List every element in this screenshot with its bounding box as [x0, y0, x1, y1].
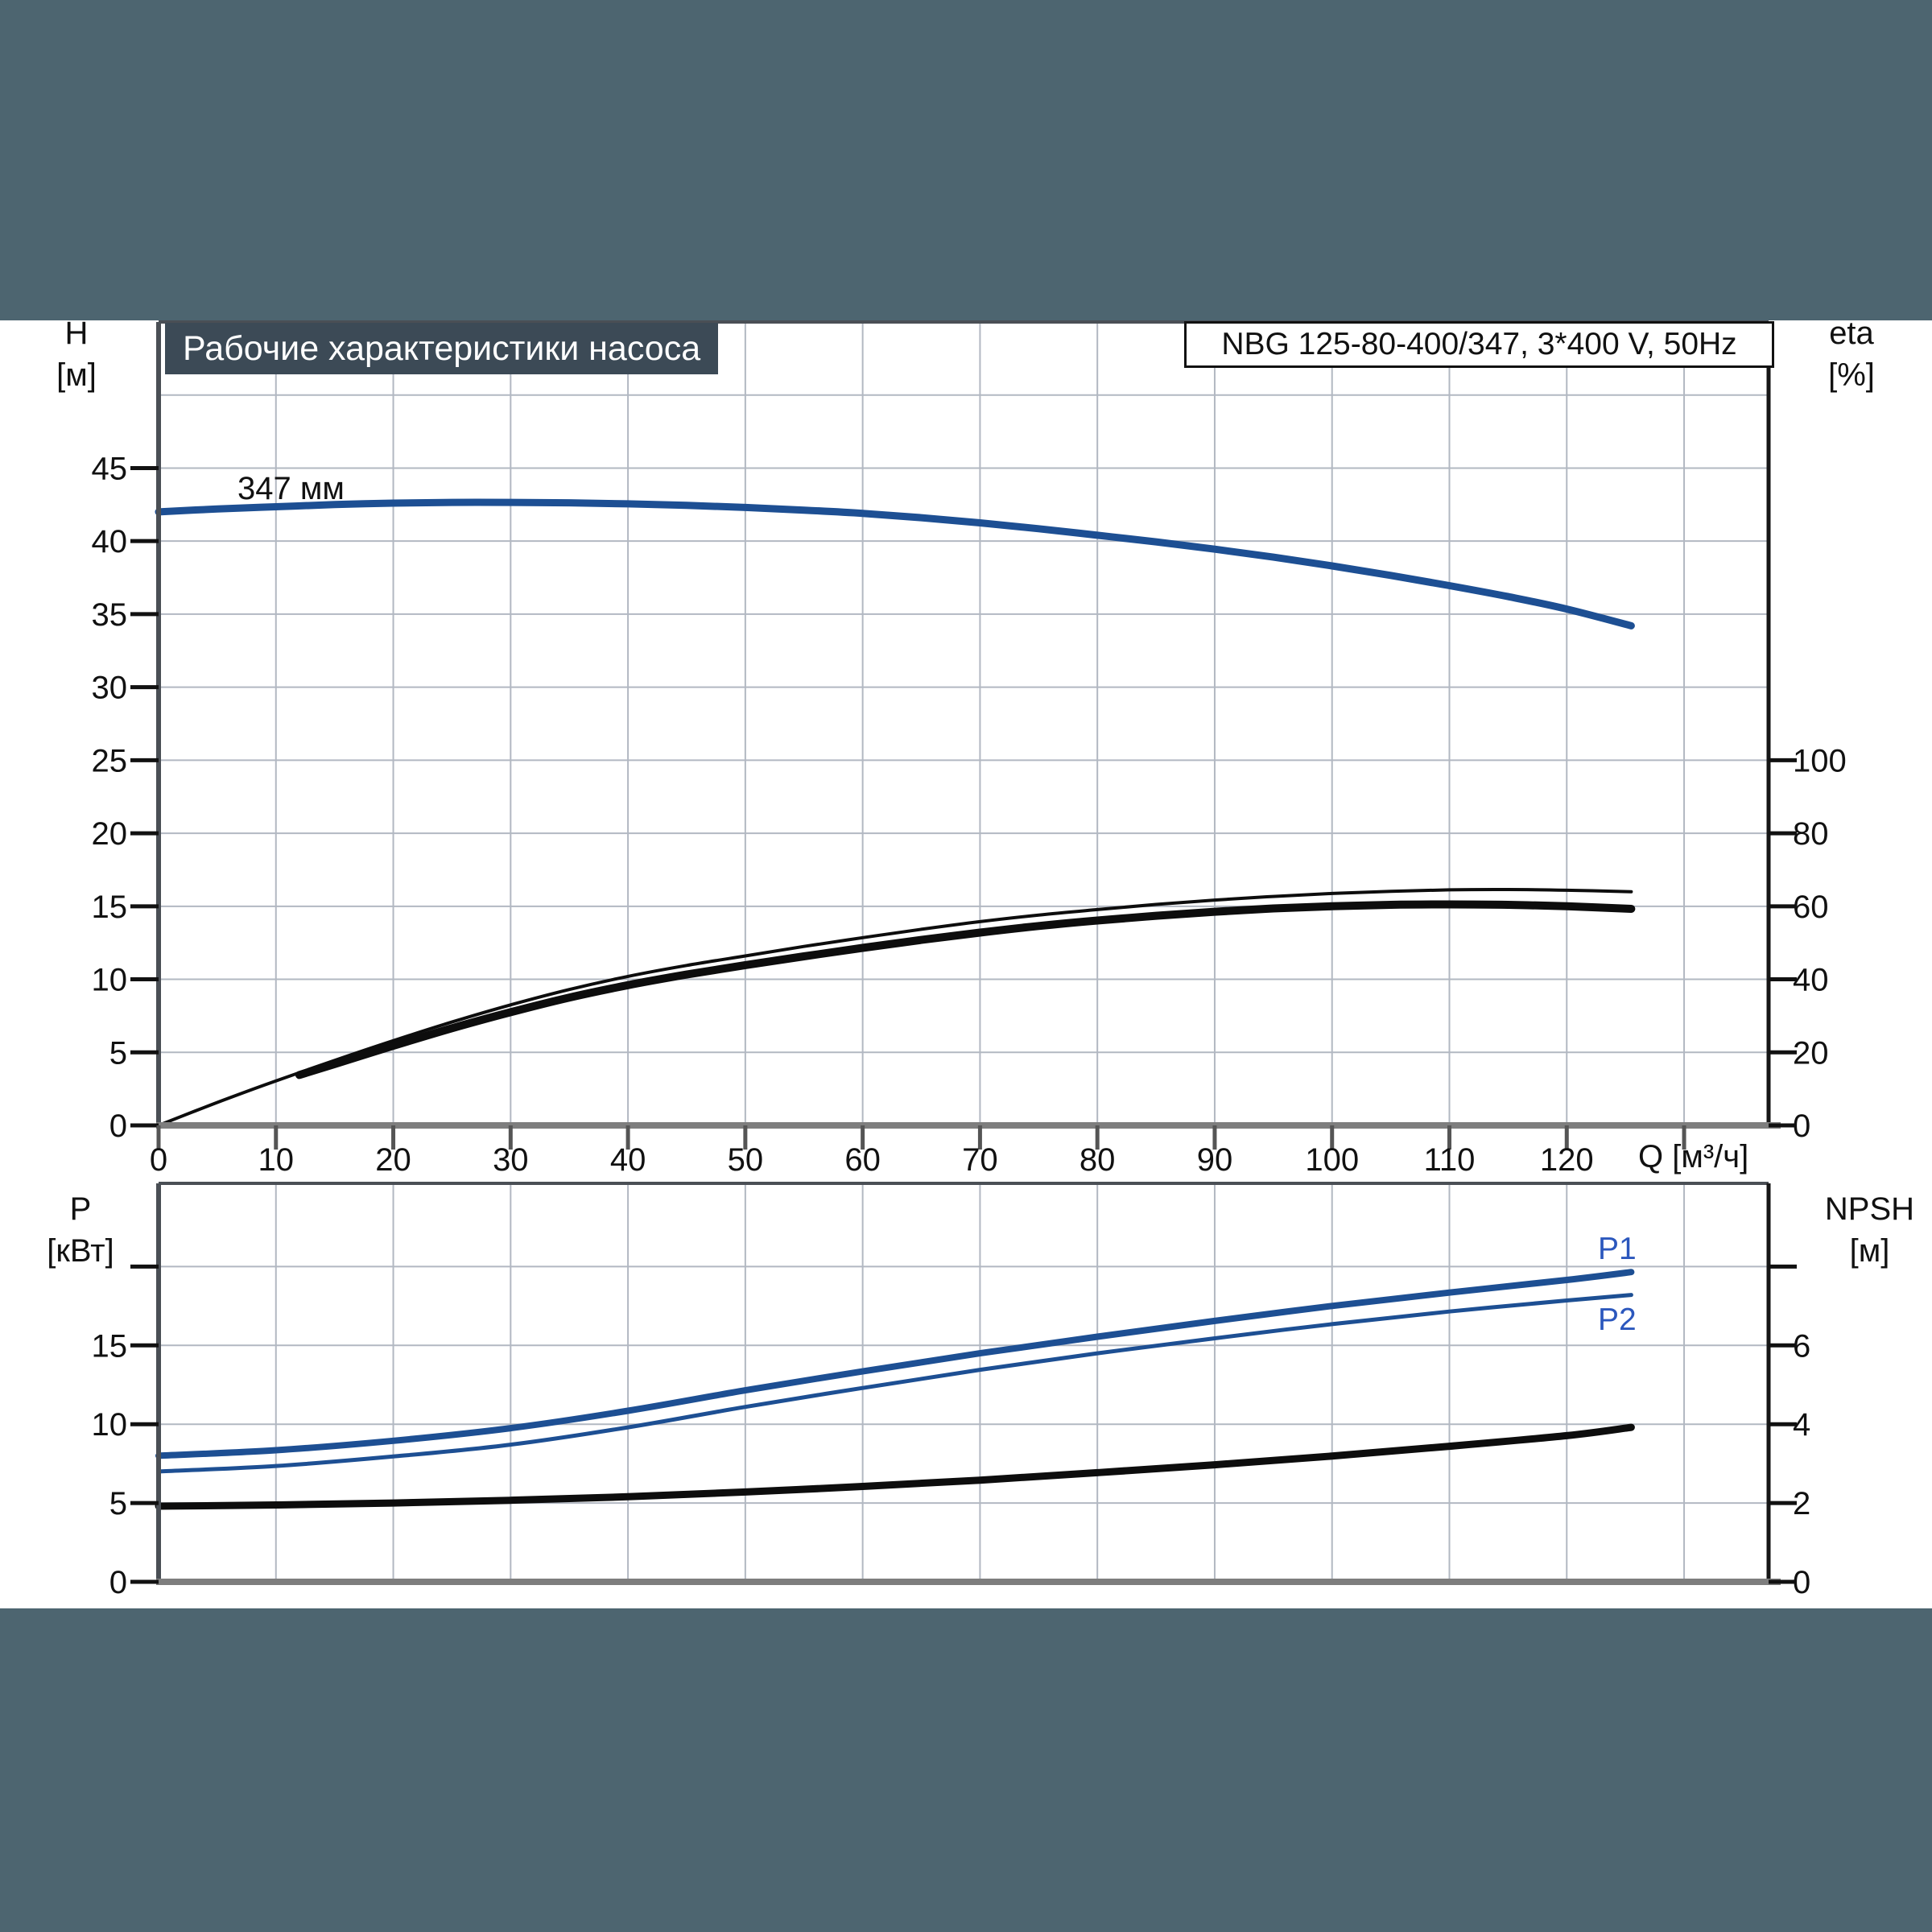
- series-path-head-347: [155, 498, 1635, 630]
- flow-axis-label: Q [м³/ч]: [1638, 1139, 1749, 1174]
- series-path-eta-thin: [157, 887, 1633, 1127]
- pump-model-box: NBG 125-80-400/347, 3*400 V, 50Hz: [1184, 321, 1774, 368]
- tick-label: 0: [109, 1565, 127, 1600]
- tick-label: 40: [610, 1142, 646, 1178]
- series-path-npsh: [155, 1423, 1635, 1510]
- series-path-eta-thick: [295, 900, 1636, 1080]
- p2-curve-label: P2: [1598, 1302, 1637, 1337]
- tick-label: 30: [92, 671, 128, 706]
- tick-label: 15: [92, 890, 128, 925]
- npsh-axis-label: NPSH: [1824, 1191, 1915, 1227]
- tick-label: 70: [962, 1142, 998, 1178]
- tick-label: 20: [92, 816, 128, 852]
- tick-label: 45: [92, 451, 128, 486]
- tick-label: 10: [92, 1407, 128, 1443]
- efficiency-axis-label: eta: [1829, 316, 1874, 351]
- efficiency-axis-unit: [%]: [1828, 357, 1875, 393]
- tick-label: 10: [258, 1142, 295, 1178]
- tick-label: 20: [375, 1142, 411, 1178]
- tick-label: 4: [1793, 1407, 1810, 1443]
- tick-label: 5: [109, 1486, 127, 1521]
- bottom-background-band: [0, 1608, 1932, 1932]
- impeller-curve-label: 347 мм: [237, 471, 345, 506]
- series-path-p2: [156, 1293, 1633, 1474]
- tick-label: 0: [1793, 1108, 1810, 1144]
- head-axis-label: H: [64, 316, 89, 351]
- tick-label: 90: [1197, 1142, 1233, 1178]
- tick-label: 40: [1793, 963, 1829, 998]
- tick-label: 20: [1793, 1035, 1829, 1071]
- tick-label: 15: [92, 1328, 128, 1364]
- power-axis-label: P: [69, 1191, 92, 1227]
- tick-label: 100: [1793, 743, 1847, 778]
- tick-label: 30: [493, 1142, 529, 1178]
- npsh-axis-unit: [м]: [1849, 1233, 1890, 1269]
- tick-label: 120: [1540, 1142, 1594, 1178]
- tick-label: 0: [109, 1108, 127, 1144]
- tick-label: 80: [1793, 816, 1829, 852]
- tick-label: 2: [1793, 1486, 1810, 1521]
- chart-title: Рабочие характеристики насоса: [165, 323, 719, 374]
- tick-label: 6: [1793, 1328, 1810, 1364]
- tick-label: 110: [1424, 1142, 1476, 1178]
- tick-label: 60: [1793, 890, 1829, 925]
- p1-curve-label: P1: [1598, 1232, 1637, 1266]
- tick-label: 35: [92, 597, 128, 633]
- series-path-p1: [155, 1269, 1635, 1459]
- tick-label: 0: [1793, 1565, 1810, 1600]
- tick-label: 0: [150, 1142, 167, 1178]
- top-background-band: [0, 0, 1932, 320]
- tick-label: 50: [728, 1142, 764, 1178]
- tick-label: 10: [92, 963, 128, 998]
- tick-label: 100: [1305, 1142, 1359, 1178]
- head-axis-unit: [м]: [56, 357, 97, 393]
- tick-label: 40: [92, 524, 128, 559]
- tick-label: 5: [109, 1035, 127, 1071]
- power-axis-unit: [кВт]: [47, 1233, 114, 1269]
- tick-label: 80: [1080, 1142, 1116, 1178]
- tick-label: 60: [844, 1142, 881, 1178]
- tick-label: 25: [92, 743, 128, 778]
